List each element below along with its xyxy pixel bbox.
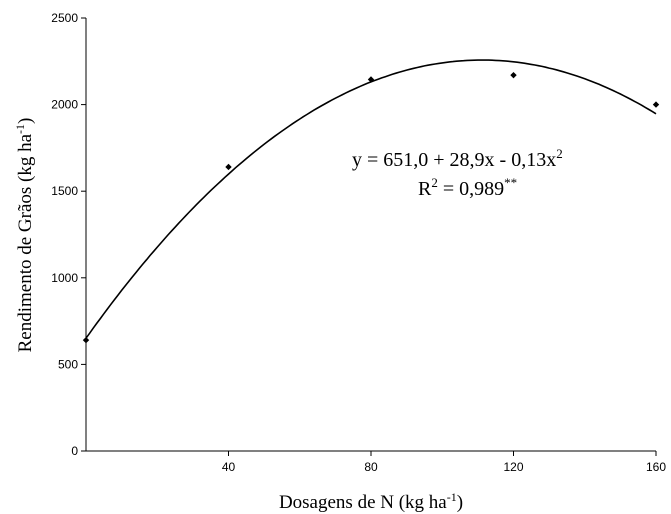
data-point	[510, 71, 517, 79]
data-points	[82, 71, 660, 344]
y-axis-ticks: 0 500 1000 1500 2000 2500	[51, 11, 86, 458]
y-tick-label: 1000	[51, 271, 78, 285]
y-tick-label: 500	[58, 357, 78, 371]
equation-line-1: y = 651,0 + 28,9x - 0,13x2	[352, 146, 563, 171]
x-tick-label: 160	[646, 460, 666, 474]
data-point	[652, 101, 660, 108]
data-point	[225, 163, 232, 171]
axes	[85, 18, 656, 452]
data-point	[82, 336, 90, 344]
y-tick-label: 0	[71, 444, 78, 458]
y-axis-title: Rendimento de Grãos (kg ha-1)	[13, 118, 36, 353]
data-point	[367, 76, 375, 83]
y-tick-label: 2000	[51, 98, 78, 112]
x-axis-ticks: 40 80 120 160	[222, 451, 666, 474]
trendline	[85, 59, 657, 339]
x-tick-label: 40	[222, 460, 236, 474]
y-tick-label: 2500	[51, 11, 78, 25]
x-axis-title: Dosagens de N (kg ha-1)	[279, 490, 463, 513]
y-tick-label: 1500	[51, 184, 78, 198]
x-tick-label: 80	[364, 460, 378, 474]
equation-line-2: R2 = 0,989**	[418, 175, 517, 200]
x-tick-label: 120	[503, 460, 523, 474]
